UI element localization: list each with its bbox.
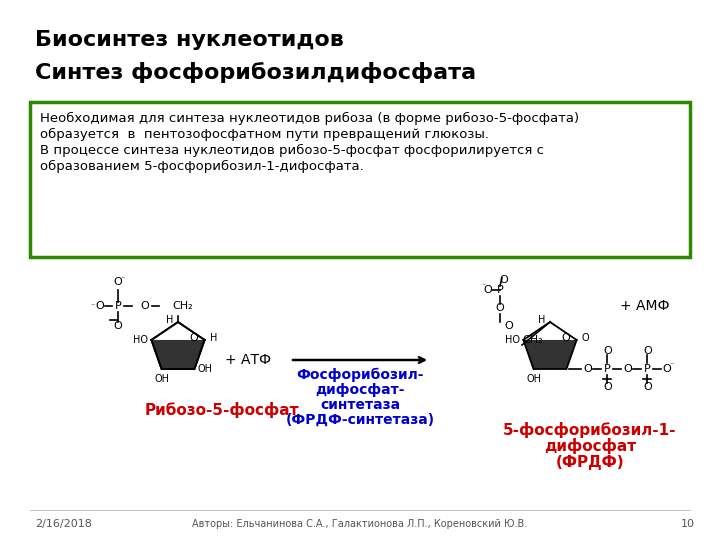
Text: образуется  в  пентозофосфатном пути превращений глюкозы.: образуется в пентозофосфатном пути превр… [40, 128, 489, 141]
Text: OH: OH [526, 374, 541, 384]
Text: O: O [603, 382, 612, 392]
Text: CH₂: CH₂ [172, 301, 193, 311]
Text: образованием 5-фосфорибозил-1-дифосфата.: образованием 5-фосфорибозил-1-дифосфата. [40, 160, 364, 173]
Text: (ФРДФ-синтетаза): (ФРДФ-синтетаза) [285, 413, 435, 427]
Text: CH₂: CH₂ [522, 335, 543, 345]
Polygon shape [523, 340, 577, 369]
Text: ⁻: ⁻ [482, 281, 486, 291]
Text: O: O [623, 364, 632, 374]
Text: O: O [114, 321, 122, 331]
Text: OH: OH [154, 374, 169, 384]
Text: O: O [189, 333, 199, 343]
Text: ⁻: ⁻ [91, 301, 95, 310]
Text: ⁻: ⁻ [121, 274, 125, 284]
Text: Синтез фосфорибозилдифосфата: Синтез фосфорибозилдифосфата [35, 62, 476, 83]
Text: В процессе синтеза нуклеотидов рибозо-5-фосфат фосфорилируется с: В процессе синтеза нуклеотидов рибозо-5-… [40, 144, 544, 157]
Text: O: O [643, 382, 652, 392]
Text: дифосфат-: дифосфат- [315, 383, 405, 397]
FancyBboxPatch shape [30, 102, 690, 257]
Text: + АМФ: + АМФ [620, 299, 670, 313]
Text: H: H [166, 315, 174, 325]
Text: O: O [114, 277, 122, 287]
Text: H: H [539, 315, 546, 325]
Text: (ФРДФ): (ФРДФ) [556, 455, 624, 469]
Text: P: P [604, 364, 611, 374]
Text: P: P [497, 285, 503, 295]
Text: H: H [210, 333, 217, 343]
Text: Авторы: Ельчанинова С.А., Галактионова Л.П., Кореновский Ю.В.: Авторы: Ельчанинова С.А., Галактионова Л… [192, 519, 528, 529]
Text: дифосфат: дифосфат [544, 438, 636, 454]
Text: HO: HO [133, 335, 148, 345]
Text: + АТФ: + АТФ [225, 353, 271, 367]
Text: O: O [662, 364, 671, 374]
Text: O: O [504, 321, 513, 331]
Text: P: P [644, 364, 651, 374]
Text: O: O [582, 333, 589, 343]
Text: O: O [140, 301, 149, 311]
Text: O: O [643, 346, 652, 356]
Text: OH: OH [197, 364, 212, 374]
Polygon shape [151, 340, 204, 369]
Text: 2/16/2018: 2/16/2018 [35, 519, 92, 529]
Text: O: O [96, 301, 104, 311]
Text: O: O [495, 303, 505, 313]
Text: O: O [562, 333, 570, 343]
Text: O: O [603, 346, 612, 356]
Text: P: P [114, 301, 122, 311]
Text: Фосфорибозил-: Фосфорибозил- [296, 368, 424, 382]
Text: ⁻: ⁻ [670, 361, 674, 369]
Text: 10: 10 [681, 519, 695, 529]
Text: O: O [500, 275, 508, 285]
Text: синтетаза: синтетаза [320, 398, 400, 412]
Text: Биосинтез нуклеотидов: Биосинтез нуклеотидов [35, 30, 344, 50]
Text: HO: HO [505, 335, 521, 345]
Text: O: O [484, 285, 492, 295]
Text: Необходимая для синтеза нуклеотидов рибоза (в форме рибозо-5-фосфата): Необходимая для синтеза нуклеотидов рибо… [40, 112, 579, 125]
Text: 5-фосфорибозил-1-: 5-фосфорибозил-1- [503, 422, 677, 438]
Text: O: O [583, 364, 592, 374]
Text: Рибозо-5-фосфат: Рибозо-5-фосфат [145, 402, 300, 418]
